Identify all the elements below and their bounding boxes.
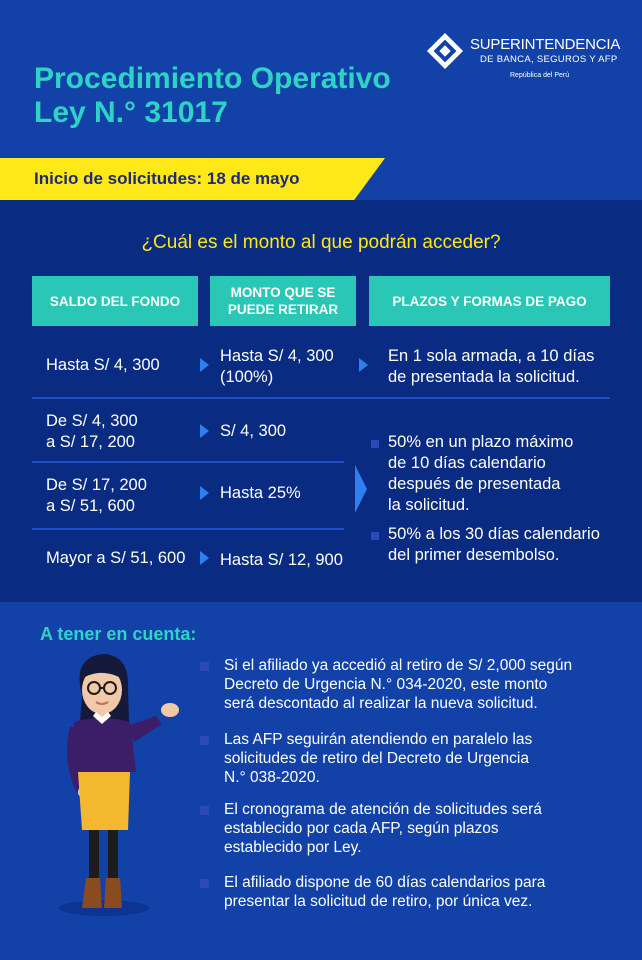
row3-saldo-line1: De S/ 17, 200 xyxy=(46,476,147,494)
sbs-logo: SUPERINTENDENCIA DE BANCA, SEGUROS Y AFP… xyxy=(426,30,626,94)
note-2-line1: Las AFP seguirán atendiendo en paralelo … xyxy=(224,731,533,748)
bullet-square-icon xyxy=(200,806,209,815)
note-item-1: Si el afiliado ya accedió al retiro de S… xyxy=(224,656,624,713)
row1-monto-line1: Hasta S/ 4, 300 xyxy=(220,347,334,365)
arrow-right-icon xyxy=(355,465,367,513)
note-1-line2: Decreto de Urgencia N.° 034-2020, este m… xyxy=(224,676,548,693)
note-1-line3: será descontado al realizar la nueva sol… xyxy=(224,695,538,712)
header-plazos: PLAZOS Y FORMAS DE PAGO xyxy=(369,276,610,326)
row1-monto: Hasta S/ 4, 300 (100%) xyxy=(220,346,334,388)
bullet-square-icon xyxy=(371,532,379,540)
title-line-2: Ley N.° 31017 xyxy=(34,96,228,129)
shared-plazo-1-line1: 50% en un plazo máximo xyxy=(388,433,574,451)
note-1-line1: Si el afiliado ya accedió al retiro de S… xyxy=(224,657,573,674)
woman-illustration xyxy=(59,654,179,916)
arrow-right-icon xyxy=(200,551,209,565)
note-2-line2: solicitudes de retiro del Decreto de Urg… xyxy=(224,750,529,767)
row-divider xyxy=(32,461,344,463)
note-3-line1: El cronograma de atención de solicitudes… xyxy=(224,801,542,818)
row1-saldo: Hasta S/ 4, 300 xyxy=(46,356,160,374)
shared-plazo-2: 50% a los 30 días calendario del primer … xyxy=(388,524,600,566)
logo-subtitle: DE BANCA, SEGUROS Y AFP xyxy=(480,54,618,65)
sbs-logo-icon xyxy=(426,32,464,70)
note-4-line2: presentar la solicitud de retiro, por ún… xyxy=(224,893,533,910)
row4-saldo: Mayor a S/ 51, 600 xyxy=(46,549,186,567)
note-item-2: Las AFP seguirán atendiendo en paralelo … xyxy=(224,730,624,787)
row1-plazo: En 1 sola armada, a 10 días de presentad… xyxy=(388,346,594,388)
arrow-right-icon xyxy=(359,358,368,372)
row2-monto: S/ 4, 300 xyxy=(220,422,287,440)
row-divider xyxy=(32,528,344,530)
row1-plazo-line1: En 1 sola armada, a 10 días xyxy=(388,347,595,365)
shared-plazo-1-line2: de 10 días calendario xyxy=(388,454,546,472)
row1-monto-line2: (100%) xyxy=(220,368,274,386)
banner-text: Inicio de solicitudes: 18 de mayo xyxy=(34,169,300,188)
arrow-right-icon xyxy=(200,424,209,438)
bullet-square-icon xyxy=(200,662,209,671)
note-2-line3: N.° 038-2020. xyxy=(224,769,320,786)
bullet-square-icon xyxy=(371,440,379,448)
row4-monto: Hasta S/ 12, 900 xyxy=(220,551,343,569)
shared-plazo-1-line3: después de presentada xyxy=(388,475,561,493)
bullet-square-icon xyxy=(200,736,209,745)
header-monto: MONTO QUE SE PUEDE RETIRAR xyxy=(210,276,356,326)
row3-monto: Hasta 25% xyxy=(220,484,301,502)
row3-saldo: De S/ 17, 200 a S/ 51, 600 xyxy=(46,475,147,517)
start-date-banner: Inicio de solicitudes: 18 de mayo xyxy=(0,158,385,200)
shared-plazo-2-line2: del primer desembolso. xyxy=(388,546,560,564)
title-line-1: Procedimiento Operativo xyxy=(34,62,391,95)
row2-saldo-line2: a S/ 17, 200 xyxy=(46,433,135,451)
note-3-line3: establecido por Ley. xyxy=(224,839,362,856)
shared-plazo-2-line1: 50% a los 30 días calendario xyxy=(388,525,600,543)
row2-saldo-line1: De S/ 4, 300 xyxy=(46,412,138,430)
page-title: Procedimiento Operativo Ley N.° 31017 xyxy=(34,62,414,130)
note-item-4: El afiliado dispone de 60 días calendari… xyxy=(224,873,624,911)
section-question: ¿Cuál es el monto al que podrán acceder? xyxy=(141,232,501,253)
amounts-section xyxy=(0,200,642,602)
logo-name: SUPERINTENDENCIA xyxy=(470,36,621,53)
header-saldo: SALDO DEL FONDO xyxy=(32,276,198,326)
note-4-line1: El afiliado dispone de 60 días calendari… xyxy=(224,874,546,891)
shared-plazo-1: 50% en un plazo máximo de 10 días calend… xyxy=(388,432,573,516)
arrow-right-icon xyxy=(200,486,209,500)
row3-saldo-line2: a S/ 51, 600 xyxy=(46,497,135,515)
note-item-3: El cronograma de atención de solicitudes… xyxy=(224,800,624,857)
shared-plazo-1-line4: la solicitud. xyxy=(388,496,470,514)
note-3-line2: establecido por cada AFP, según plazos xyxy=(224,820,499,837)
notes-title: A tener en cuenta: xyxy=(40,624,197,644)
row1-plazo-line2: de presentada la solicitud. xyxy=(388,368,580,386)
bullet-square-icon xyxy=(200,879,209,888)
row-divider xyxy=(32,397,610,399)
logo-country: República del Perú xyxy=(510,72,570,79)
arrow-right-icon xyxy=(200,358,209,372)
row2-saldo: De S/ 4, 300 a S/ 17, 200 xyxy=(46,411,138,453)
